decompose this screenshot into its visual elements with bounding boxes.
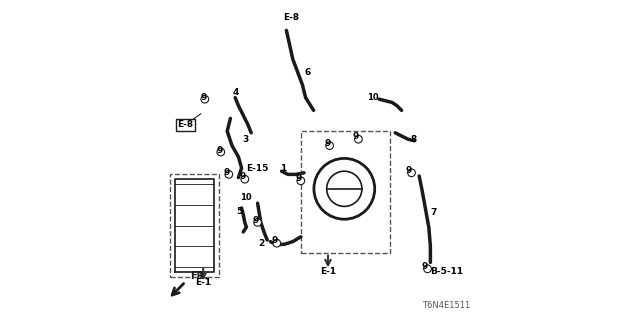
- Text: FR.: FR.: [189, 271, 208, 281]
- Text: 9: 9: [223, 168, 229, 177]
- Text: 1: 1: [280, 164, 286, 173]
- Text: 5: 5: [236, 207, 243, 216]
- Text: 4: 4: [233, 88, 239, 97]
- Text: 9: 9: [216, 146, 222, 155]
- Text: E-8: E-8: [177, 120, 194, 129]
- Text: 10: 10: [240, 193, 252, 202]
- Text: 9: 9: [252, 216, 259, 225]
- Circle shape: [424, 265, 431, 273]
- Text: B-5-11: B-5-11: [430, 267, 463, 276]
- Text: 10: 10: [367, 93, 379, 102]
- Text: E-8: E-8: [283, 13, 300, 22]
- Text: E-1: E-1: [195, 278, 211, 287]
- Text: 9: 9: [296, 174, 301, 183]
- Text: 9: 9: [406, 166, 412, 175]
- Text: 9: 9: [239, 172, 246, 181]
- Text: E-15: E-15: [246, 164, 269, 172]
- Text: 9: 9: [271, 236, 278, 245]
- Text: 9: 9: [324, 139, 330, 148]
- Circle shape: [273, 239, 280, 247]
- Text: 8: 8: [411, 135, 417, 144]
- Text: 7: 7: [431, 208, 436, 217]
- Circle shape: [201, 95, 209, 103]
- Circle shape: [241, 175, 249, 183]
- Circle shape: [254, 219, 262, 226]
- Circle shape: [326, 142, 333, 149]
- Text: 3: 3: [243, 135, 249, 144]
- Circle shape: [408, 169, 415, 177]
- Text: 9: 9: [353, 132, 359, 141]
- Text: 9: 9: [422, 262, 428, 271]
- Text: 9: 9: [200, 93, 206, 102]
- Text: 2: 2: [259, 239, 264, 248]
- Circle shape: [217, 148, 225, 156]
- Circle shape: [355, 135, 362, 143]
- Circle shape: [225, 171, 233, 178]
- Text: E-1: E-1: [321, 267, 337, 276]
- Text: T6N4E1511: T6N4E1511: [422, 301, 470, 310]
- Circle shape: [297, 177, 305, 185]
- Text: 6: 6: [305, 68, 311, 77]
